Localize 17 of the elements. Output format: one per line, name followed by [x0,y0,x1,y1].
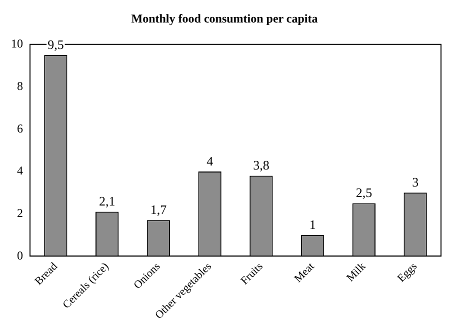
y-tick-label: 2 [17,206,23,220]
data-label: 3,8 [253,158,270,173]
x-tick-label: Eggs [395,260,420,285]
y-tick-label: 0 [17,248,23,262]
data-label: 1,7 [150,202,168,218]
data-label: 2,1 [98,194,116,209]
x-tick-label: Milk [344,260,368,284]
data-label: 4 [206,153,214,168]
y-tick-label: 4 [17,164,23,178]
y-tick-label: 10 [11,36,23,51]
data-label: 3 [412,174,419,190]
data-label: 2,5 [356,185,372,200]
data-label: 1 [309,216,316,232]
y-tick-label: 6 [17,121,23,136]
data-label: 9,5 [48,36,64,52]
y-tick-label: 8 [17,78,23,93]
chart-title: Monthly food consumtion per capita [131,11,318,26]
